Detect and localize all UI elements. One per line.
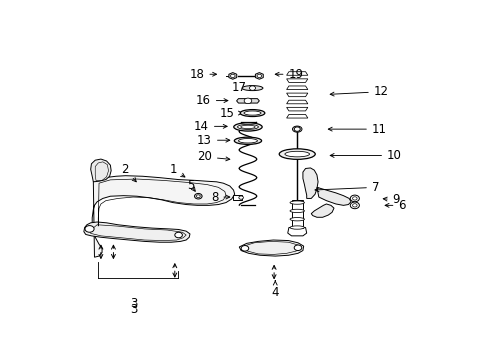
Ellipse shape [289, 226, 304, 229]
Circle shape [241, 246, 248, 251]
Ellipse shape [289, 217, 304, 221]
Text: 5: 5 [187, 179, 195, 193]
Polygon shape [255, 73, 263, 79]
Circle shape [85, 226, 94, 232]
Ellipse shape [238, 139, 257, 143]
Polygon shape [84, 222, 189, 242]
Text: 11: 11 [327, 123, 386, 136]
Circle shape [352, 197, 356, 200]
Circle shape [249, 86, 255, 90]
Ellipse shape [234, 137, 261, 144]
Circle shape [349, 195, 359, 202]
Polygon shape [286, 72, 307, 75]
Text: 4: 4 [271, 280, 279, 299]
Bar [232, 195, 242, 200]
Ellipse shape [242, 86, 263, 91]
Ellipse shape [289, 201, 304, 204]
Text: 7: 7 [314, 181, 379, 194]
Polygon shape [302, 168, 317, 198]
Circle shape [294, 127, 300, 131]
Ellipse shape [289, 209, 304, 212]
Ellipse shape [240, 109, 264, 117]
Circle shape [230, 74, 235, 77]
Circle shape [352, 204, 356, 207]
Text: 19: 19 [275, 68, 303, 81]
Circle shape [294, 245, 301, 251]
Text: 13: 13 [197, 134, 229, 147]
Polygon shape [286, 86, 307, 90]
Text: 12: 12 [329, 85, 388, 98]
Polygon shape [286, 93, 307, 96]
Polygon shape [239, 240, 303, 256]
Ellipse shape [233, 123, 262, 131]
Polygon shape [236, 99, 259, 103]
Circle shape [196, 195, 200, 198]
Text: 20: 20 [197, 150, 229, 163]
Polygon shape [92, 176, 234, 257]
Text: 14: 14 [194, 120, 226, 133]
Circle shape [257, 74, 261, 77]
Text: 1: 1 [169, 163, 184, 177]
Polygon shape [228, 73, 236, 79]
Text: 3: 3 [130, 297, 137, 310]
Polygon shape [316, 187, 350, 205]
Text: 17: 17 [231, 81, 253, 94]
Circle shape [244, 98, 251, 104]
Polygon shape [286, 79, 307, 82]
Text: 8: 8 [211, 190, 229, 203]
Circle shape [238, 196, 243, 199]
Polygon shape [90, 159, 111, 182]
Text: 15: 15 [220, 107, 242, 120]
Text: 2: 2 [121, 163, 136, 182]
Polygon shape [287, 228, 306, 236]
Ellipse shape [279, 149, 315, 159]
Circle shape [194, 193, 202, 199]
Bar [291, 200, 302, 228]
Text: 9: 9 [383, 193, 399, 206]
Ellipse shape [244, 111, 261, 115]
Ellipse shape [285, 151, 309, 157]
Text: 6: 6 [385, 199, 405, 212]
Circle shape [349, 202, 359, 209]
Ellipse shape [240, 125, 255, 129]
Polygon shape [286, 107, 307, 111]
Polygon shape [286, 114, 307, 118]
Polygon shape [286, 100, 307, 104]
Ellipse shape [292, 126, 302, 132]
Text: 3: 3 [130, 303, 137, 316]
Text: 18: 18 [189, 68, 216, 81]
Ellipse shape [237, 125, 258, 129]
Circle shape [175, 232, 182, 238]
Text: 16: 16 [195, 94, 227, 107]
Text: 10: 10 [329, 149, 401, 162]
Polygon shape [311, 204, 333, 217]
